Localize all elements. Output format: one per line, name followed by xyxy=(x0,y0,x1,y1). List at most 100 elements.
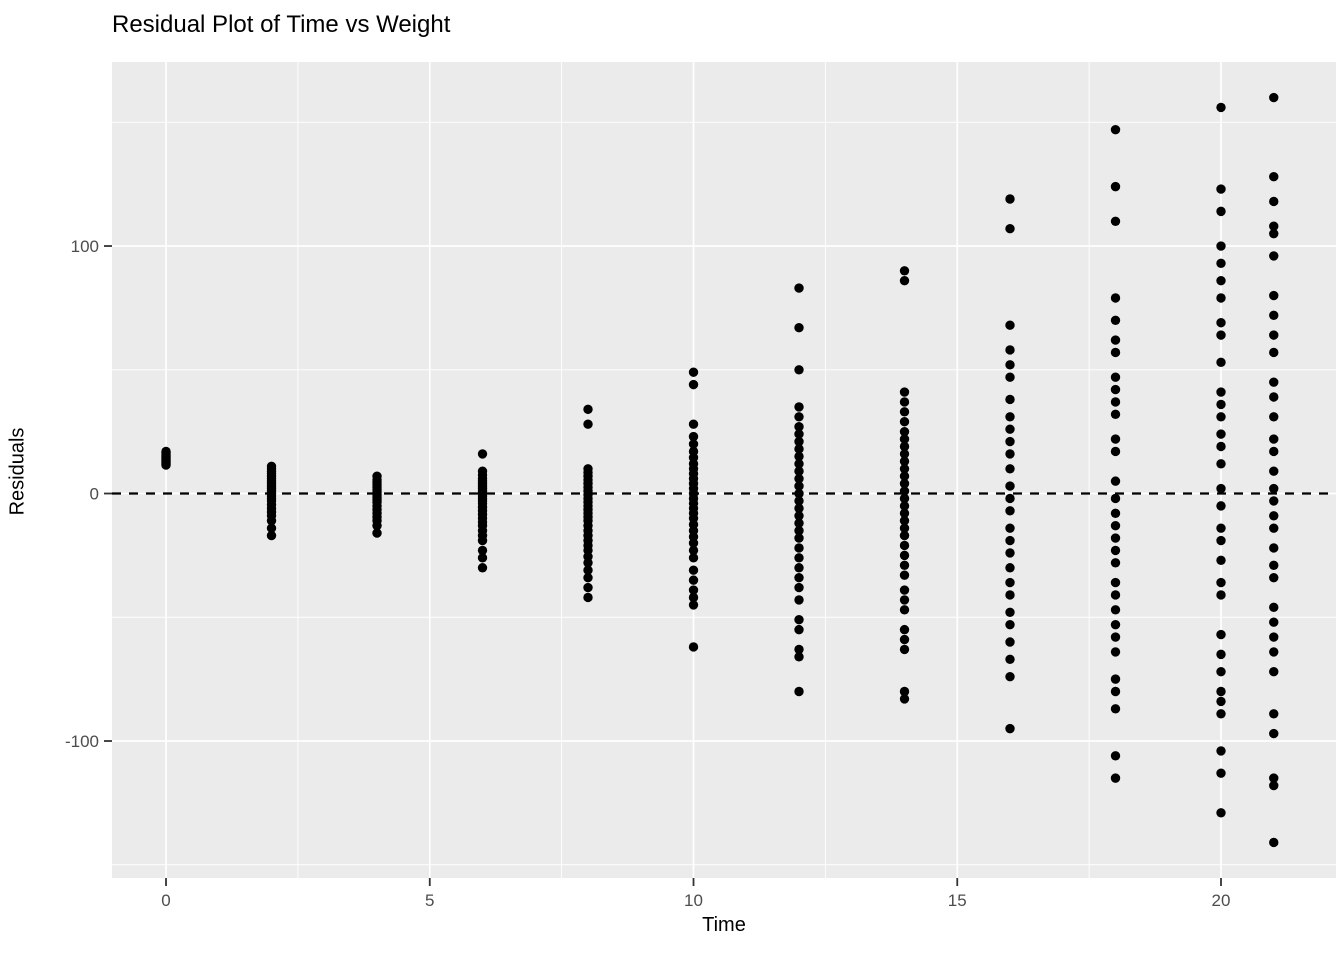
data-point xyxy=(794,595,804,605)
data-point xyxy=(1216,387,1226,397)
data-point xyxy=(1216,629,1226,640)
data-point xyxy=(1269,347,1279,358)
data-point xyxy=(1269,196,1279,207)
data-point xyxy=(688,585,699,595)
data-point xyxy=(1005,360,1015,370)
data-point xyxy=(1110,293,1121,303)
data-point xyxy=(1110,558,1121,568)
data-point xyxy=(1269,221,1279,231)
data-point xyxy=(1005,412,1015,422)
data-point xyxy=(794,525,804,536)
data-point xyxy=(794,503,804,514)
data-point xyxy=(1110,384,1121,395)
data-point xyxy=(1110,545,1121,556)
data-point xyxy=(1110,493,1121,504)
data-point xyxy=(1216,686,1226,697)
data-point xyxy=(1269,709,1279,719)
data-point xyxy=(1005,464,1015,474)
data-point xyxy=(794,444,804,454)
data-point xyxy=(899,595,910,605)
data-point xyxy=(899,266,910,276)
data-point xyxy=(794,473,804,484)
data-point xyxy=(1110,508,1121,519)
data-point xyxy=(1005,320,1015,330)
data-point xyxy=(899,540,910,551)
data-point xyxy=(1005,345,1015,355)
data-point xyxy=(1110,751,1121,761)
data-point xyxy=(688,565,699,575)
data-point xyxy=(794,644,804,655)
data-point xyxy=(688,642,699,652)
data-point xyxy=(1269,172,1279,182)
data-point xyxy=(794,481,804,491)
data-point xyxy=(1216,184,1226,194)
data-point xyxy=(1216,258,1226,269)
data-point xyxy=(1269,780,1279,791)
data-point xyxy=(1005,548,1015,558)
data-point xyxy=(899,426,910,437)
data-point xyxy=(583,404,593,415)
data-point xyxy=(1269,434,1279,444)
data-point xyxy=(794,496,804,506)
data-point xyxy=(1110,335,1121,345)
data-point xyxy=(583,592,593,603)
x-axis-title-text: Time xyxy=(702,914,746,936)
data-point xyxy=(899,624,910,635)
data-point xyxy=(583,572,593,583)
x-tick-label: 5 xyxy=(425,891,434,910)
data-point xyxy=(1216,590,1226,600)
data-point xyxy=(1005,194,1015,204)
data-point xyxy=(794,624,804,635)
data-point xyxy=(1110,315,1121,325)
data-point xyxy=(1110,372,1121,382)
data-point xyxy=(899,441,910,452)
data-point xyxy=(1110,605,1121,615)
data-point xyxy=(794,686,804,697)
data-point xyxy=(1269,667,1279,677)
data-point xyxy=(1110,533,1121,543)
data-point xyxy=(1269,466,1279,476)
data-point xyxy=(899,434,910,444)
data-point xyxy=(1269,496,1279,506)
data-point xyxy=(1005,372,1015,382)
data-point xyxy=(794,365,804,375)
data-point xyxy=(899,449,910,459)
data-point xyxy=(477,449,488,459)
data-point xyxy=(899,634,910,645)
data-point xyxy=(1110,397,1121,407)
data-point xyxy=(899,464,910,474)
data-point xyxy=(1005,493,1015,504)
data-point xyxy=(1110,590,1121,600)
data-point xyxy=(1005,619,1015,630)
data-point xyxy=(794,436,804,447)
data-point xyxy=(1216,429,1226,439)
data-point xyxy=(688,600,699,610)
data-point xyxy=(1110,181,1121,192)
data-point xyxy=(794,553,804,563)
data-point xyxy=(1216,412,1226,422)
data-point xyxy=(1005,523,1015,533)
data-point xyxy=(583,565,593,575)
data-point xyxy=(583,582,593,593)
data-point xyxy=(1216,709,1226,719)
data-point xyxy=(1216,501,1226,511)
data-point xyxy=(1269,632,1279,642)
data-point xyxy=(794,412,804,422)
data-point xyxy=(1005,671,1015,682)
data-point xyxy=(899,501,910,511)
data-point xyxy=(266,516,277,526)
data-point xyxy=(1110,476,1121,486)
data-point xyxy=(1110,647,1121,657)
data-point xyxy=(477,563,488,573)
data-point xyxy=(688,575,699,585)
data-point xyxy=(794,533,804,543)
data-point xyxy=(899,605,910,615)
data-point xyxy=(1269,228,1279,239)
data-point xyxy=(1110,446,1121,457)
x-tick-label: 10 xyxy=(684,891,703,910)
data-point xyxy=(794,652,804,662)
data-point xyxy=(794,615,804,625)
data-point xyxy=(1216,399,1226,410)
data-point xyxy=(1110,619,1121,630)
